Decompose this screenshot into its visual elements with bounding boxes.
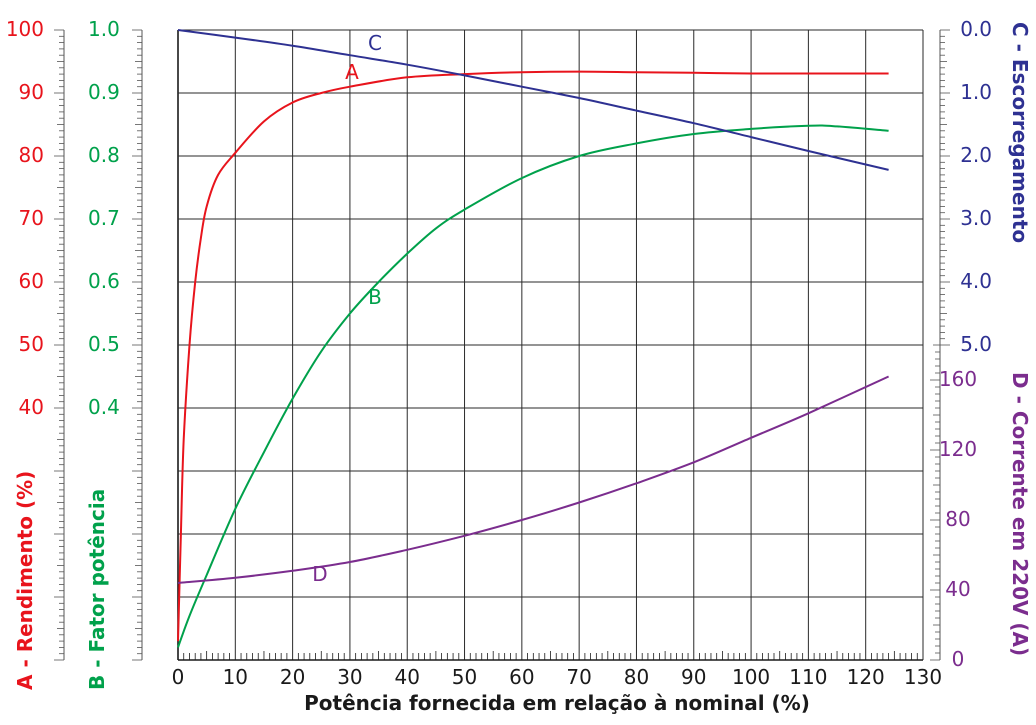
axis-c-tick-label: 0.0 [960,17,992,41]
curve-b [177,124,889,648]
x-axis-tick-label: 120 [847,665,885,689]
curve-d [177,375,890,584]
x-axis-tick-label: 80 [624,665,649,689]
x-axis-tick-label: 10 [223,665,248,689]
axis-label-b: B - Fator potência [85,489,109,690]
curve-label-c: C [368,31,382,55]
x-axis-tick-label: 20 [280,665,305,689]
axis-a-tick-label: 90 [19,80,44,104]
x-axis-tick-label: 40 [395,665,420,689]
axis-c-tick-label: 3.0 [960,206,992,230]
axis-a-tick-label: 40 [19,395,44,419]
curve-label-a: A [345,60,359,84]
axis-b-tick-label: 0.9 [88,80,120,104]
axis-a-tick-label: 80 [19,143,44,167]
x-axis-tick-label: 50 [452,665,477,689]
axis-c-tick-label: 5.0 [960,332,992,356]
x-axis-tick-label: 110 [789,665,827,689]
axis-label-a: A - Rendimento (%) [13,471,37,690]
axis-b-tick-label: 0.4 [88,395,120,419]
curve-label-d: D [312,562,327,586]
x-axis-tick-label: 100 [732,665,770,689]
axis-a-tick-label: 60 [19,269,44,293]
x-axis-tick-label: 30 [337,665,362,689]
axis-d-tick-label: 160 [939,367,977,391]
axis-a-tick-label: 100 [6,17,44,41]
axis-a-tick-label: 50 [19,332,44,356]
axis-d-tick-label: 120 [939,437,977,461]
x-axis-tick-label: 0 [172,665,185,689]
x-axis-tick-label: 130 [904,665,942,689]
axis-b-tick-label: 0.6 [88,269,120,293]
plot-grid [177,29,924,661]
axis-b-tick-label: 0.7 [88,206,120,230]
curve-label-b: B [368,285,382,309]
curve-c [177,29,889,171]
x-axis-tick-label: 90 [681,665,706,689]
x-axis: 0 10 20 30 40 50 60 70 80 90 100 110 120 130 [172,651,942,689]
x-axis-tick-label: 70 [566,665,591,689]
axis-label-c: C - Escorregamento [1008,22,1032,243]
axis-b-tick-label: 1.0 [88,17,120,41]
x-axis-label: Potência fornecida em relação à nominal … [304,691,810,715]
curves [177,29,890,648]
axis-d-tick-label: 0 [952,647,965,671]
axis-b-tick-label: 0.8 [88,143,120,167]
axis-a-tick-label: 70 [19,206,44,230]
axis-c-tick-label: 1.0 [960,80,992,104]
axis-c-tick-label: 4.0 [960,269,992,293]
x-axis-tick-label: 60 [509,665,534,689]
axis-label-d: D - Corrente em 220V (A) [1008,372,1032,656]
axis-c-tick-label: 2.0 [960,143,992,167]
curve-a [177,70,889,642]
left-axes: 100 90 80 70 60 50 40 1.0 0.9 0.8 0.7 0.6 0.5 0.4 [6,17,143,661]
axis-d-tick-label: 80 [945,507,970,531]
axis-d-tick-label: 40 [945,577,970,601]
right-axes: 0.0 1.0 2.0 3.0 4.0 5.0 160 120 80 40 0 [930,17,992,671]
axis-b-tick-label: 0.5 [88,332,120,356]
